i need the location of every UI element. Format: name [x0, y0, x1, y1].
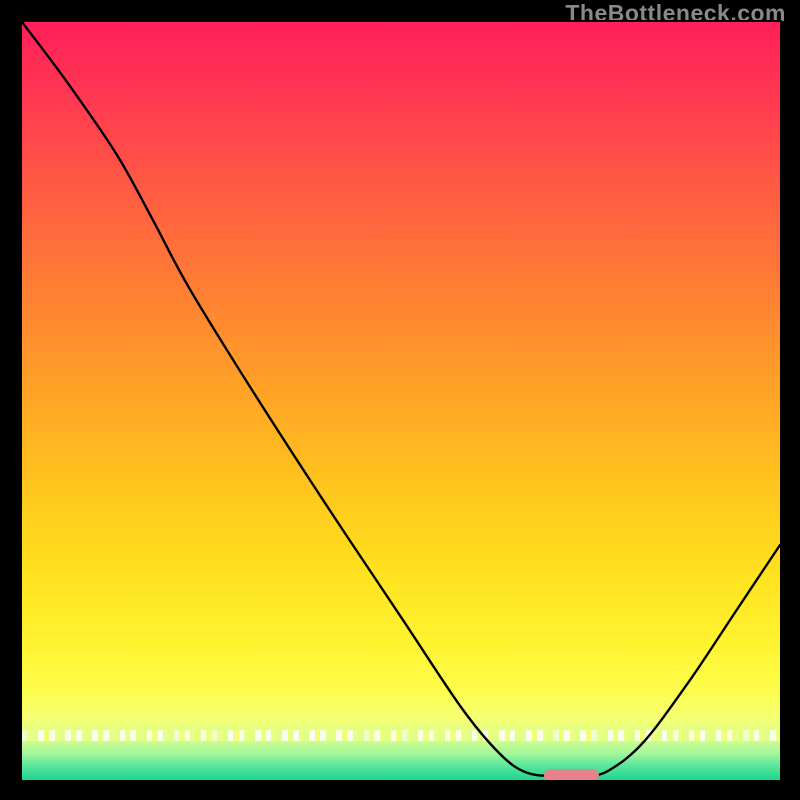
chart-frame: TheBottleneck.com	[0, 0, 800, 800]
bottleneck-curve	[22, 22, 780, 780]
optimal-marker	[544, 769, 599, 780]
plot-area	[22, 22, 780, 780]
